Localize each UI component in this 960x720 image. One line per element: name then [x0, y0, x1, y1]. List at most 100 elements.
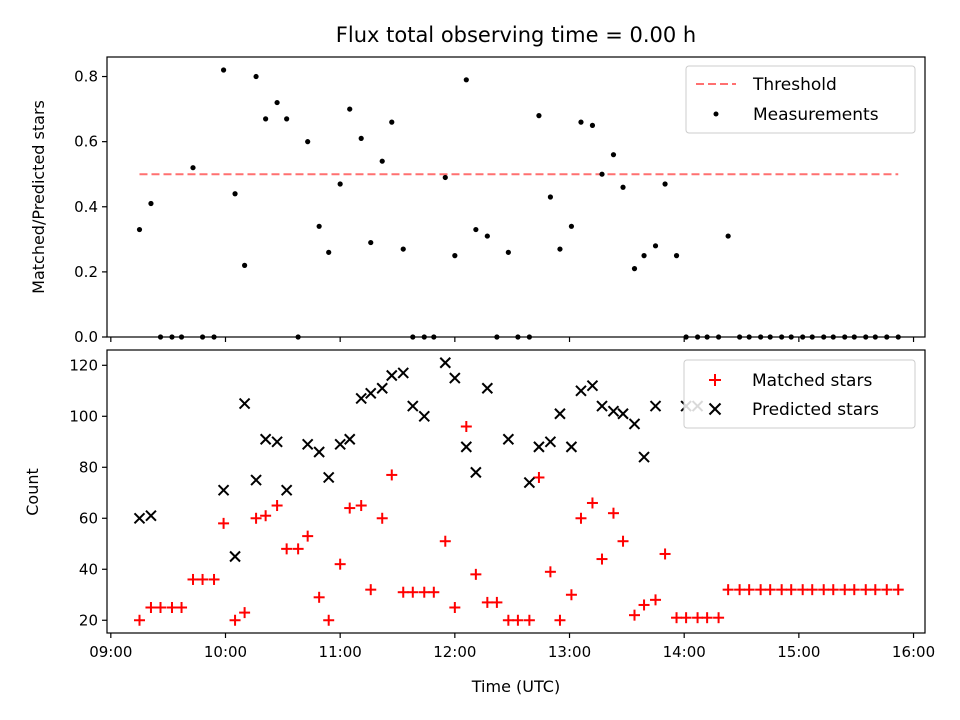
- predicted-star-point: [145, 510, 157, 522]
- measurement-point: [337, 181, 343, 187]
- matched-star-point: [607, 507, 619, 519]
- measurement-point: [652, 243, 659, 249]
- matched-star-point: [785, 584, 797, 596]
- measurement-point: [463, 77, 469, 83]
- ratio-y-tick-label: 0.4: [74, 198, 98, 216]
- measurement-point: [673, 253, 680, 259]
- predicted-star-point: [250, 474, 262, 486]
- measurement-point: [620, 184, 626, 190]
- count-y-tick-label: 80: [79, 458, 98, 476]
- matched-star-point: [628, 609, 640, 621]
- matched-star-point: [575, 512, 587, 524]
- measurement-point: [505, 249, 511, 255]
- matched-star-point: [271, 500, 283, 512]
- matched-star-point: [764, 584, 776, 596]
- measurement-point: [284, 116, 290, 122]
- matched-star-point: [734, 584, 746, 596]
- legend-predicted-swatch: [708, 402, 722, 416]
- ratio-panel: 0.00.20.40.60.8 Matched/Predicted stars …: [29, 56, 926, 346]
- count-x-tick-label: 14:00: [663, 643, 706, 661]
- matched-star-point: [376, 512, 388, 524]
- predicted-star-point: [649, 400, 662, 412]
- measurement-point: [220, 67, 227, 73]
- matched-star-point: [260, 510, 272, 522]
- predicted-star-point: [418, 410, 430, 422]
- matched-star-point: [776, 584, 788, 596]
- legend-matched-swatch: [709, 374, 721, 386]
- ratio-y-tick-label: 0.8: [74, 68, 98, 86]
- matched-star-point: [439, 535, 451, 547]
- measurement-point: [484, 233, 490, 239]
- measurement-point: [536, 113, 542, 119]
- predicted-star-point: [229, 550, 241, 563]
- matched-star-point: [848, 584, 860, 596]
- measurement-point: [253, 73, 259, 80]
- predicted-star-point: [554, 408, 566, 420]
- matched-star-point: [470, 568, 482, 580]
- predicted-star-point: [397, 367, 409, 379]
- predicted-star-point: [271, 436, 283, 448]
- measurement-point: [326, 249, 332, 255]
- predicted-star-point: [523, 476, 536, 489]
- matched-star-point: [659, 548, 671, 560]
- measurement-point: [242, 262, 248, 268]
- count-panel: 20 40 60 80 100 120 09:00 10:00 11:00 12:00 13:00 1…: [23, 349, 935, 696]
- ratio-legend: Threshold Measurements: [685, 65, 916, 134]
- matched-star-point: [869, 584, 881, 596]
- measurement-point: [274, 99, 280, 106]
- predicted-star-point: [407, 400, 419, 412]
- predicted-star-point: [355, 392, 367, 405]
- matched-star-point: [302, 530, 314, 542]
- predicted-star-point: [365, 387, 377, 400]
- measurement-point: [725, 233, 731, 239]
- matched-star-point: [818, 584, 830, 596]
- matched-star-point: [671, 612, 683, 624]
- matched-star-point: [692, 612, 704, 624]
- matched-star-point: [701, 612, 713, 624]
- predicted-star-point: [449, 372, 461, 384]
- matched-star-point: [313, 591, 325, 603]
- measurement-point: [662, 181, 668, 187]
- predicted-star-point: [607, 405, 620, 417]
- count-y-tick-label: 60: [79, 509, 98, 527]
- matched-stars-series: [133, 420, 904, 626]
- matched-star-point: [145, 602, 157, 614]
- count-x-tick-label: 10:00: [204, 643, 247, 661]
- count-panel-ticks: 20 40 60 80 100 120 09:00 10:00 11:00 12:00 13:00 1…: [69, 356, 935, 661]
- predicted-star-point: [617, 408, 629, 420]
- count-legend: Matched stars Predicted stars: [683, 359, 916, 429]
- matched-star-point: [334, 558, 346, 570]
- matched-star-point: [176, 602, 188, 614]
- measurement-point: [547, 194, 554, 200]
- count-y-tick-label: 20: [79, 611, 98, 629]
- predicted-star-point: [533, 441, 545, 453]
- predicted-star-point: [586, 379, 599, 392]
- measurement-point: [442, 174, 448, 181]
- matched-star-point: [650, 594, 662, 606]
- ratio-y-axis-label: Matched/Predicted stars: [29, 100, 48, 294]
- measurement-point: [557, 246, 563, 252]
- matched-star-point: [827, 584, 839, 596]
- measurement-point: [400, 246, 406, 252]
- measurement-point: [347, 106, 353, 112]
- predicted-star-point: [238, 397, 251, 410]
- legend-measurements-label: Measurements: [753, 105, 879, 125]
- matched-star-point: [680, 612, 692, 624]
- predicted-star-point: [344, 433, 356, 445]
- ratio-panel-ticks: 0.0 0.2 0.4 0.6 0.8: [74, 68, 915, 346]
- matched-star-point: [166, 602, 178, 614]
- measurement-point: [136, 226, 143, 233]
- predicted-star-point: [301, 438, 314, 451]
- matched-star-point: [218, 517, 230, 529]
- predicted-star-point: [460, 441, 473, 453]
- matched-star-point: [418, 586, 430, 598]
- matched-star-point: [596, 553, 608, 565]
- legend-predicted-label: Predicted stars: [752, 400, 879, 420]
- matched-star-point: [481, 596, 493, 608]
- count-panel-frame: [106, 349, 926, 634]
- measurement-point: [263, 116, 269, 122]
- predicted-star-point: [217, 484, 230, 496]
- predicted-star-point: [544, 436, 557, 448]
- predicted-star-point: [575, 385, 587, 397]
- predicted-stars-series: [133, 357, 704, 563]
